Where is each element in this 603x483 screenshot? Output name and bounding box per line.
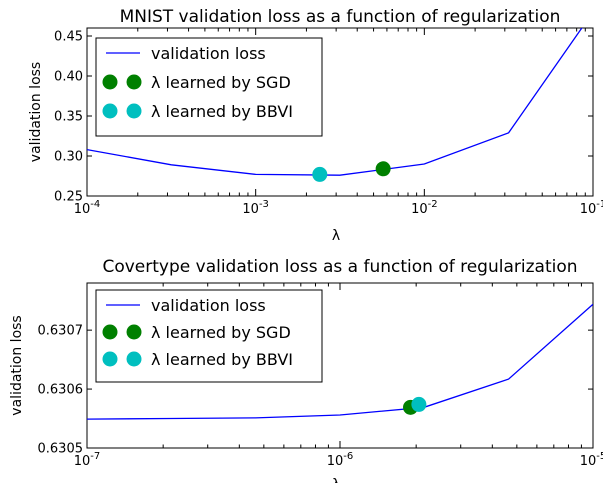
x-tick-exponent: -2 xyxy=(428,199,438,210)
x-tick-base: 10 xyxy=(327,454,344,469)
y-tick-label: 0.45 xyxy=(54,30,83,45)
legend-marker xyxy=(126,324,142,340)
x-tick-exponent: -5 xyxy=(596,451,603,462)
chart-title: Covertype validation loss as a function … xyxy=(102,257,577,277)
legend: validation loss λ learned by SGD λ learned… xyxy=(95,289,323,383)
y-tick-label: 0.35 xyxy=(54,110,83,125)
series-line-validation-loss xyxy=(87,28,583,176)
plot-area xyxy=(87,303,593,420)
x-tick-exponent: -4 xyxy=(90,199,100,210)
x-tick-base: 10 xyxy=(580,202,597,217)
legend-marker xyxy=(102,103,118,119)
x-axis-label: λ xyxy=(332,477,340,483)
chart-title: MNIST validation loss as a function of r… xyxy=(120,7,561,27)
x-tick-exponent: -6 xyxy=(343,451,353,462)
bbvi-lambda-point xyxy=(411,396,427,412)
x-tick-label: 10-1 xyxy=(580,199,603,217)
x-tick-base: 10 xyxy=(242,202,259,217)
y-axis-label: validation loss xyxy=(9,315,25,415)
plot-area xyxy=(87,28,583,176)
y-tick-label: 0.40 xyxy=(54,70,83,85)
legend: validation loss λ learned by SGD λ learned… xyxy=(95,37,323,137)
legend-label: λ learned by SGD xyxy=(151,323,291,342)
y-tick-label: 0.6307 xyxy=(38,324,84,339)
x-tick-label: 10-7 xyxy=(74,451,101,469)
legend-marker xyxy=(102,324,118,340)
x-axis-label: λ xyxy=(332,228,340,244)
y-axis-label: validation loss xyxy=(28,62,44,162)
legend-label: λ learned by SGD xyxy=(151,73,291,92)
x-tick-base: 10 xyxy=(580,454,597,469)
legend-marker xyxy=(126,351,142,367)
legend-label: λ learned by BBVI xyxy=(151,350,293,369)
x-tick-label: 10-3 xyxy=(242,199,269,217)
bbvi-lambda-point xyxy=(312,166,328,182)
sgd-lambda-point xyxy=(375,161,391,177)
x-tick-exponent: -7 xyxy=(90,451,100,462)
x-tick-label: 10-2 xyxy=(411,199,438,217)
chart-panel-1: MNIST validation loss as a function of r… xyxy=(28,7,603,244)
chart-panel-2: Covertype validation loss as a function … xyxy=(9,257,603,483)
x-tick-label: 10-5 xyxy=(580,451,603,469)
legend-marker xyxy=(102,74,118,90)
x-tick-exponent: -3 xyxy=(259,199,269,210)
plot-frame xyxy=(86,27,594,197)
y-tick-label: 0.30 xyxy=(54,150,83,165)
legend-marker xyxy=(126,74,142,90)
legend-label: λ learned by BBVI xyxy=(151,102,293,121)
x-tick-base: 10 xyxy=(74,202,91,217)
x-tick-base: 10 xyxy=(74,454,91,469)
legend-label: validation loss xyxy=(151,296,266,315)
series-line-validation-loss xyxy=(87,303,593,420)
x-tick-exponent: -1 xyxy=(596,199,603,210)
x-tick-label: 10-4 xyxy=(74,199,101,217)
y-tick-label: 0.6305 xyxy=(38,442,84,457)
x-tick-label: 10-6 xyxy=(327,451,354,469)
legend-marker xyxy=(126,103,142,119)
legend-marker xyxy=(102,351,118,367)
y-tick-label: 0.6306 xyxy=(38,383,84,398)
y-tick-label: 0.25 xyxy=(54,190,83,205)
x-tick-base: 10 xyxy=(411,202,428,217)
legend-label: validation loss xyxy=(151,44,266,63)
